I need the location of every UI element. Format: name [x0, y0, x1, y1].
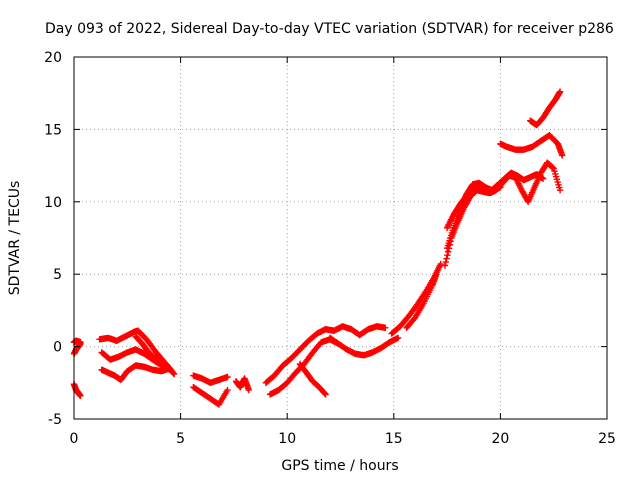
series-track-10: [232, 375, 253, 394]
x-tick-label: 10: [278, 431, 296, 447]
data-point: [442, 258, 449, 266]
series-track-16: [403, 271, 440, 331]
series-track-7: [132, 333, 178, 378]
y-tick-label: 20: [44, 50, 62, 66]
data-point: [433, 271, 440, 278]
series-track-20: [497, 131, 566, 159]
x-tick-label: 15: [385, 431, 403, 447]
data-point: [556, 187, 564, 194]
data-point: [77, 340, 84, 347]
y-axis-label: SDTVAR / TECUs: [7, 181, 23, 296]
series-track-19: [443, 184, 504, 232]
grid-lines: [74, 57, 607, 419]
series-track-8: [190, 372, 231, 386]
series-track-18: [443, 169, 547, 252]
data-point: [556, 88, 564, 95]
series-track-14: [296, 360, 329, 398]
y-tick-label: 5: [53, 267, 62, 283]
y-tick-labels: -5 0 5 10 15 20: [44, 50, 607, 428]
series-track-9: [190, 383, 231, 408]
data-point: [321, 390, 328, 397]
x-tick-label: 20: [491, 431, 509, 447]
data-point: [444, 251, 451, 259]
data-marks: [70, 88, 566, 408]
series-track-11: [262, 323, 389, 386]
x-tick-label: 0: [70, 431, 79, 447]
x-tick-label: 5: [176, 431, 185, 447]
data-point: [171, 370, 178, 378]
x-axis-label: GPS time / hours: [281, 458, 398, 474]
data-point: [382, 324, 389, 331]
data-point: [441, 262, 449, 269]
data-point: [437, 260, 444, 268]
y-tick-label: 0: [53, 340, 62, 356]
series-track-13: [326, 334, 402, 359]
data-point: [443, 255, 450, 262]
series-track-15: [388, 260, 444, 337]
y-tick-label: 15: [44, 122, 62, 138]
chart-title: Day 093 of 2022, Sidereal Day-to-day VTE…: [45, 21, 614, 37]
y-tick-label: -5: [48, 412, 62, 428]
x-tick-labels: 0 5 10 15 20 25: [70, 57, 616, 447]
data-point: [444, 248, 452, 255]
data-point: [224, 373, 231, 381]
data-point: [245, 386, 253, 394]
series-track-3: [70, 381, 84, 400]
data-point: [170, 370, 177, 377]
data-point: [539, 175, 547, 182]
data-point: [224, 386, 231, 394]
data-point: [322, 391, 329, 398]
data-point: [549, 164, 557, 171]
series-track-21: [527, 88, 564, 129]
plot-frame: [73, 56, 608, 420]
data-point: [77, 392, 84, 400]
data-point: [559, 152, 566, 159]
y-tick-label: 10: [44, 195, 62, 211]
data-point: [394, 334, 402, 342]
series-track-4: [96, 327, 176, 375]
x-tick-label: 25: [598, 431, 616, 447]
data-point: [497, 184, 504, 191]
